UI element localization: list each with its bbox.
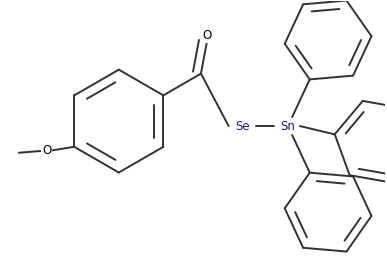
- Text: Se: Se: [235, 120, 250, 133]
- Text: O: O: [202, 28, 212, 41]
- Text: O: O: [42, 144, 51, 157]
- Text: Sn: Sn: [281, 120, 295, 133]
